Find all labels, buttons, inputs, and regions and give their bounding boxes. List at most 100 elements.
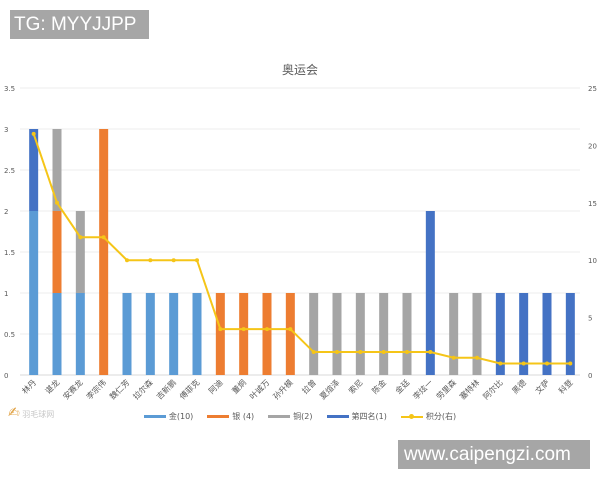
points-marker [545,361,549,366]
x-tick-label: 孙升模 [271,377,295,401]
bar-segment [262,293,272,375]
site-logo: ✍ 羽毛球网 [8,406,55,420]
bar-segment [285,293,295,375]
chart-legend: 金(10) 银 (4) 铜(2) 第四名(1) 积分(右) [0,411,600,422]
x-tick-label: 魏仁芳 [107,377,131,401]
y2-tick-label: 5 [588,315,592,323]
legend-label: 铜(2) [293,412,313,421]
x-tick-label: 傅菲克 [177,377,201,401]
legend-swatch [268,415,291,418]
points-marker [498,361,503,366]
points-marker [405,350,409,355]
y-tick-label: 3.5 [4,85,15,93]
points-marker [55,200,59,205]
legend-item-gold: 金(10) [143,411,194,422]
points-marker [101,235,106,240]
x-tick-label: 科登 [556,377,574,395]
x-tick-label: 拉尔森 [131,377,155,401]
points-marker [381,350,386,355]
bar-segment [29,129,39,211]
x-tick-label: 陈金 [370,377,388,395]
bar-segment [425,211,435,375]
bar-segment [145,293,155,375]
bar-segment [355,293,365,375]
legend-label: 积分(右) [425,412,457,421]
x-tick-label: 李宗伟 [84,377,108,401]
x-tick-label: 文萨 [533,377,551,395]
points-marker [288,327,293,332]
points-marker [195,258,199,263]
bar-segment [472,293,482,375]
points-marker [475,355,479,360]
y-tick-label: 0 [4,372,8,380]
legend-swatch [143,415,166,418]
x-tick-label: 阿迪 [206,377,224,395]
x-tick-label: 黑德 [510,377,528,395]
points-marker [241,327,246,332]
points-marker [311,350,316,355]
bar-segment [215,293,225,375]
points-marker [148,258,153,263]
bar-segment [332,293,342,375]
points-marker [218,327,223,332]
bar-segment [52,293,62,375]
bar-segment [239,293,249,375]
bar-segment [122,293,132,375]
x-tick-label: 金廷 [393,377,411,395]
watermark-top: TG: MYYJJPP [10,10,149,39]
y-tick-label: 1.5 [4,249,15,257]
legend-label: 银 (4) [232,412,255,421]
logo-text: 羽毛球网 [22,410,55,419]
bar-segment [52,211,62,293]
points-marker [125,258,129,263]
y2-tick-label: 25 [588,85,597,93]
bar-segment [379,293,389,375]
y-tick-label: 0.5 [4,331,15,339]
x-tick-label: 林丹 [20,377,38,395]
legend-line-swatch [400,413,423,419]
x-tick-label: 吉新鹏 [154,377,178,401]
y-tick-label: 3 [4,126,8,134]
bar-segment [402,293,412,375]
bar-segment [192,293,202,375]
x-tick-label: 叶诚万 [247,377,271,401]
points-marker [171,258,176,263]
points-marker [521,361,526,366]
y2-tick-label: 20 [588,142,597,150]
watermark-bottom: www.caipengzi.com [398,440,590,469]
x-tick-label: 劳里森 [434,377,458,401]
points-marker [265,327,269,332]
legend-swatch [326,415,349,418]
y-tick-label: 1 [4,290,8,298]
points-marker [568,361,573,366]
bar-segment [99,129,109,375]
legend-swatch [207,415,230,418]
chart-title: 奥运会 [281,63,318,77]
x-tick-label: 塞特林 [457,377,481,401]
bar-segment [169,293,179,375]
legend-label: 金(10) [168,412,194,421]
legend-label: 第四名(1) [351,412,387,421]
points-marker [335,350,339,355]
legend-item-fourth: 第四名(1) [326,411,387,422]
y2-tick-label: 10 [588,257,597,265]
y-tick-label: 2.5 [4,167,15,175]
legend-item-bronze: 铜(2) [268,411,313,422]
points-marker [428,350,433,355]
bar-segment [29,211,39,375]
x-tick-label: 李炫一 [411,377,435,401]
points-marker [358,350,363,355]
bar-segment [565,293,575,375]
bar-segment [449,293,459,375]
logo-icon: ✍ [8,405,20,421]
x-tick-label: 谌龙 [43,377,61,395]
bar-segment [495,293,505,375]
bar-segment [519,293,529,375]
legend-item-silver: 银 (4) [207,411,254,422]
y2-tick-label: 15 [588,200,597,208]
x-tick-label: 董炯 [230,377,248,395]
x-tick-label: 安赛龙 [61,377,85,401]
y-tick-label: 2 [4,208,8,216]
bar-segment [75,293,85,375]
